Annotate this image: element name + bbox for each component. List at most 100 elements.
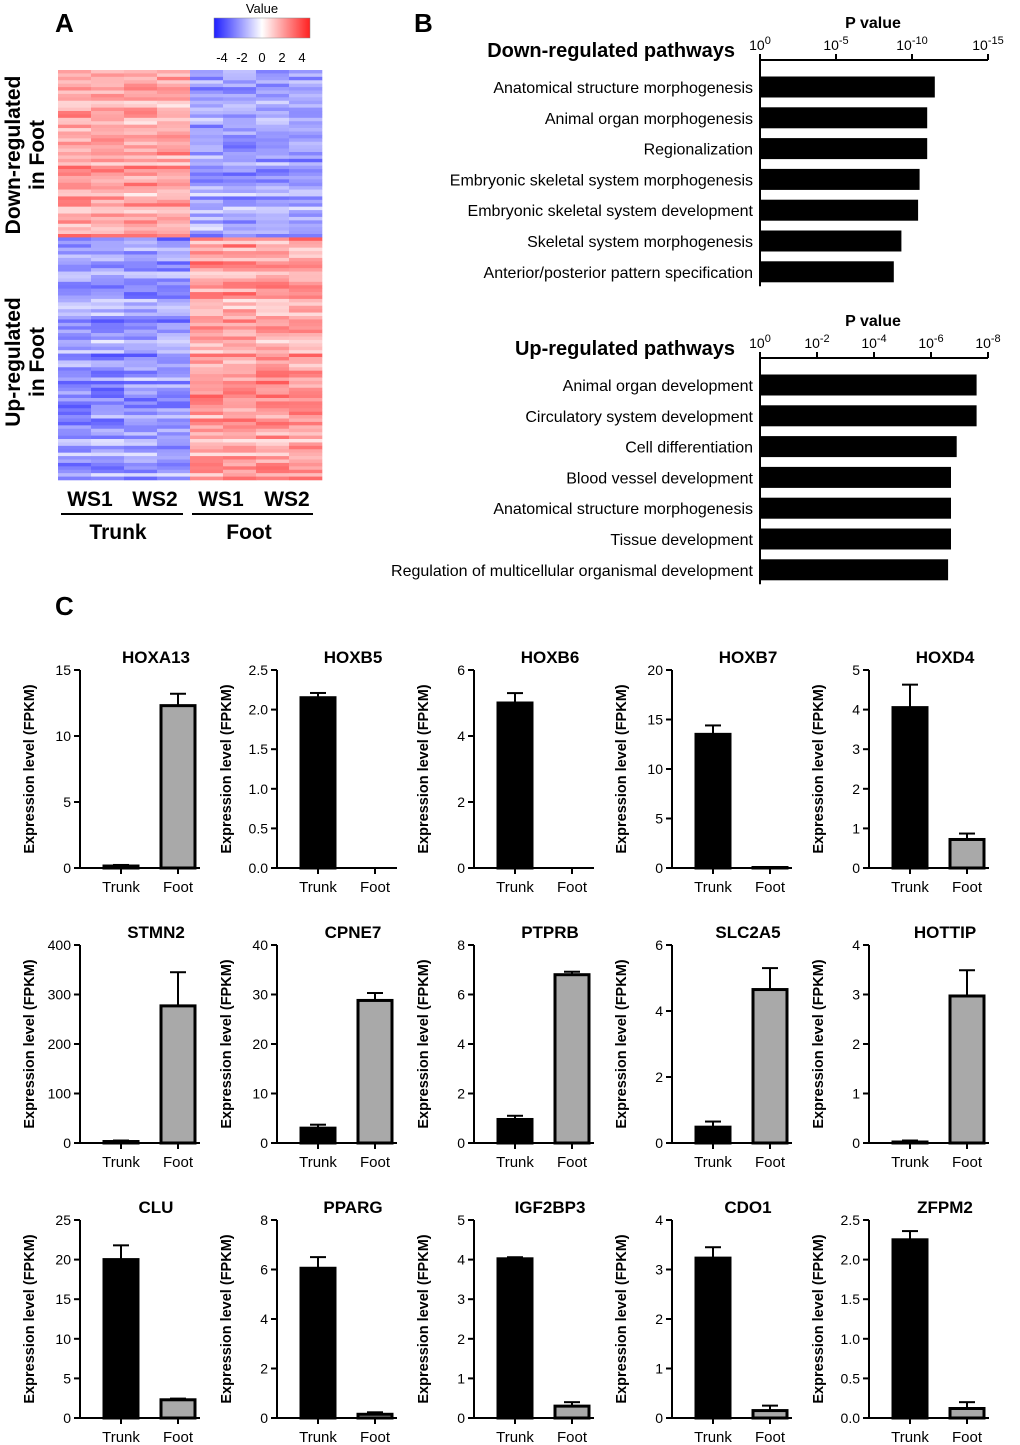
heatmap-cell: [157, 251, 191, 255]
heatmap-cell: [223, 394, 257, 399]
heatmap-cell: [289, 367, 323, 371]
heatmap-cell: [289, 380, 323, 385]
heatmap-cell: [124, 439, 158, 443]
heatmap-cell: [190, 210, 224, 214]
gene-chart-hoxb5: HOXB5 Expression level (FPKM) 0.0 0.5 1.0 1.5…: [219, 648, 397, 896]
heatmap-cell: [256, 172, 290, 177]
gene-chart-hoxa13: HOXA13 Expression level (FPKM) 0 5 10 15 Trunk…: [22, 648, 200, 896]
heatmap-cell: [124, 333, 158, 337]
heatmap-cell: [256, 247, 290, 252]
heatmap-cell: [157, 322, 191, 327]
heatmap-cell: [190, 357, 224, 361]
heatmap-cell: [256, 179, 290, 184]
heatmap-cell: [223, 268, 257, 272]
heatmap-cell: [256, 343, 290, 348]
heatmap-cell: [58, 343, 92, 348]
heatmap-cell: [157, 141, 191, 146]
heatmap-cell: [190, 370, 224, 375]
heatmap-cell: [223, 220, 257, 225]
heatmap-cell: [289, 199, 323, 204]
heatmap-cell: [223, 374, 257, 378]
pathway-label: Embryonic skeletal system development: [468, 203, 754, 220]
heatmap-cell: [223, 476, 257, 481]
pathway-bar: [760, 436, 957, 458]
heatmap-cell: [190, 175, 224, 180]
heatmap-cell: [157, 387, 191, 392]
y-tick-label: 4: [457, 728, 465, 744]
heatmap-cell: [58, 302, 92, 307]
heatmap-cell: [223, 213, 257, 218]
x-tick-label: Foot: [952, 1429, 983, 1445]
heatmap-cell: [223, 179, 257, 184]
heatmap-cell: [91, 298, 125, 303]
pathway-bar: [760, 528, 951, 550]
heatmap-cell: [58, 141, 92, 146]
bar-foot: [159, 1004, 197, 1145]
heatmap-cell: [256, 459, 290, 464]
heatmap-cell: [223, 459, 257, 464]
heatmap-cell: [256, 275, 290, 279]
heatmap-cell: [256, 357, 290, 361]
heatmap-cell: [256, 329, 290, 334]
heatmap-cell: [157, 316, 191, 320]
heatmap-cell: [124, 449, 158, 453]
y-tick-label: 2: [852, 1036, 860, 1052]
heatmap-cell: [91, 288, 125, 293]
heatmap-cell: [58, 357, 92, 361]
heatmap-cell: [91, 124, 125, 129]
heatmap-cell: [223, 326, 257, 330]
heatmap-cell: [289, 435, 323, 440]
heatmap-cell: [256, 90, 290, 95]
heatmap-cell: [190, 353, 224, 358]
heatmap-cell: [58, 234, 92, 238]
gene-chart-hottip: HOTTIP Expression level (FPKM) 0 1 2 3 4 Trunk F…: [811, 923, 989, 1171]
heatmap-cell: [256, 384, 290, 389]
heatmap-cell: [190, 117, 224, 122]
heatmap-cell: [157, 357, 191, 361]
heatmap-cell: [58, 172, 92, 177]
x-tick-label: Trunk: [299, 879, 337, 896]
heatmap-cell: [256, 93, 290, 98]
heatmap-cell: [124, 398, 158, 402]
heatmap-cell: [256, 186, 290, 190]
heatmap-cell: [91, 370, 125, 375]
heatmap-cell: [58, 179, 92, 184]
heatmap-cell: [124, 350, 158, 354]
heatmap-cell: [190, 87, 224, 91]
heatmap-cell: [289, 459, 323, 464]
heatmap-cell: [256, 408, 290, 412]
heatmap-cell: [190, 70, 224, 74]
bar-trunk: [496, 1257, 534, 1420]
y-tick-label: 5: [655, 811, 663, 827]
heatmap-cell: [91, 76, 125, 81]
heatmap-cell: [157, 398, 191, 402]
heatmap-cell: [157, 363, 191, 368]
y-tick-label: 0: [852, 860, 860, 876]
heatmap-cell: [157, 83, 191, 88]
heatmap-cell: [223, 469, 257, 474]
heatmap-cell: [223, 445, 257, 450]
heatmap-cell: [157, 326, 191, 330]
heatmap-cell: [157, 247, 191, 252]
heatmap-cell: [256, 138, 290, 143]
heatmap-cell: [289, 418, 323, 423]
x-tick-label: Foot: [755, 1429, 786, 1445]
heatmap-cell: [157, 210, 191, 214]
heatmap-cell: [58, 223, 92, 228]
heatmap-cell: [289, 322, 323, 327]
heatmap-cell: [58, 442, 92, 447]
heatmap-cell: [58, 97, 92, 102]
heatmap-cell: [124, 145, 158, 149]
heatmap-cell: [190, 398, 224, 402]
pathway-label: Embryonic skeletal system morphogenesis: [450, 172, 753, 189]
heatmap-cell: [58, 435, 92, 440]
y-tick-label: 1.5: [249, 741, 269, 757]
heatmap-cell: [256, 398, 290, 402]
heatmap-cell: [58, 326, 92, 330]
heatmap-cell: [256, 336, 290, 341]
heatmap-cell: [256, 83, 290, 88]
heatmap-cell: [190, 182, 224, 187]
heatmap-cell: [124, 193, 158, 197]
heatmap-cell: [289, 121, 323, 125]
heatmap-cell: [58, 408, 92, 412]
